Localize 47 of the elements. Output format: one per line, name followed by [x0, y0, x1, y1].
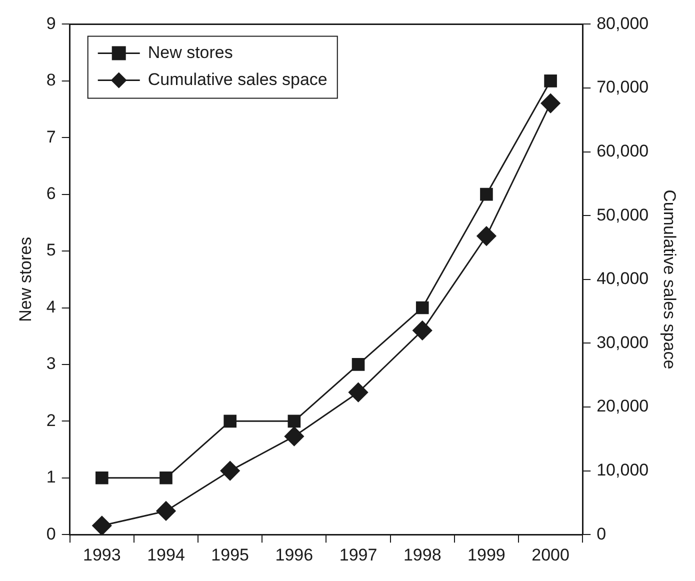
y2-tick-label: 30,000 — [596, 332, 649, 352]
y2-tick-label: 50,000 — [596, 205, 649, 224]
point — [544, 74, 557, 88]
point — [284, 426, 304, 446]
point — [224, 414, 236, 428]
point — [540, 94, 560, 114]
x-tick-label: 1993 — [82, 545, 121, 564]
y-tick-label: 8 — [46, 70, 56, 90]
x-tick-label: 1996 — [275, 545, 314, 564]
y-tick-label: 2 — [46, 410, 56, 430]
legend-label: New stores — [148, 42, 233, 62]
y2-tick-label: 0 — [596, 524, 606, 544]
x-tick-label: 1994 — [147, 545, 185, 564]
y-tick-label: 4 — [46, 297, 56, 316]
y-tick-label: 1 — [46, 468, 56, 487]
x-tick-label: 1999 — [468, 545, 506, 564]
point — [480, 188, 493, 201]
y2-tick-label: 80,000 — [596, 14, 649, 33]
y-axis-title: New stores — [16, 236, 35, 322]
legend-label: Cumulative sales space — [148, 70, 328, 89]
point — [476, 226, 496, 246]
y-tick-label: 0 — [46, 524, 56, 544]
y-tick-label: 7 — [46, 127, 56, 146]
y2-tick-label: 10,000 — [596, 460, 649, 480]
point — [92, 516, 112, 535]
y2-tick-label: 20,000 — [596, 396, 649, 416]
y2-tick-label: 60,000 — [596, 141, 649, 160]
point — [352, 358, 365, 371]
point — [220, 461, 240, 481]
y-tick-label: 9 — [46, 14, 56, 33]
point — [156, 501, 176, 521]
point — [160, 471, 172, 484]
point — [348, 382, 368, 402]
point — [416, 301, 429, 314]
y-tick-label: 6 — [46, 184, 56, 204]
y2-tick-label: 70,000 — [596, 78, 649, 97]
point — [288, 414, 301, 428]
y2-tick-label: 40,000 — [596, 269, 649, 288]
x-tick-label: 1995 — [211, 545, 250, 564]
x-tick-label: 1997 — [339, 545, 378, 564]
x-tick-label: 2000 — [532, 545, 570, 564]
point — [412, 320, 432, 340]
x-tick-label: 1998 — [403, 545, 442, 564]
y2-axis-title: Cumulative sales space — [660, 190, 680, 370]
point — [95, 471, 108, 484]
y-tick-label: 5 — [46, 240, 56, 260]
y-tick-label: 3 — [46, 354, 56, 374]
